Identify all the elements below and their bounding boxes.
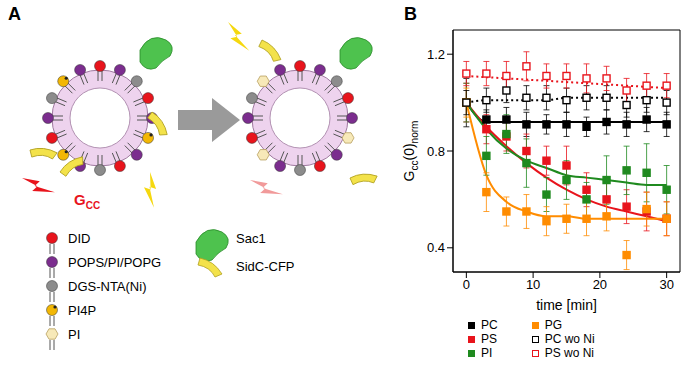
html-text:PS: PS: [481, 332, 497, 346]
svg-text:1.2: 1.2: [427, 47, 445, 62]
html-text:PS wo Ni: PS wo Ni: [544, 346, 594, 360]
html-text:PC wo Ni: PC wo Ni: [544, 332, 595, 346]
svg-text:POPS/PI/POPG: POPS/PI/POPG: [68, 255, 161, 270]
svg-text:PI4P: PI4P: [68, 303, 96, 318]
html-text:PI: PI: [481, 346, 493, 360]
svg-text:DGS-NTA(Ni): DGS-NTA(Ni): [68, 279, 146, 294]
html-text:PG: PG: [544, 318, 562, 332]
svg-text:30: 30: [659, 277, 673, 292]
svg-text:GCC: GCC: [74, 191, 100, 211]
svg-text:SidC-CFP: SidC-CFP: [236, 259, 295, 274]
svg-text:10: 10: [526, 277, 540, 292]
svg-text:0.8: 0.8: [427, 144, 445, 159]
svg-text:B: B: [404, 4, 417, 24]
svg-text:DID: DID: [68, 231, 90, 246]
svg-text:Gcc(0)norm: Gcc(0)norm: [401, 121, 420, 182]
svg-text:PI: PI: [68, 327, 80, 342]
html-text:PC: PC: [481, 318, 498, 332]
svg-text:Sac1: Sac1: [236, 231, 266, 246]
svg-text:0.4: 0.4: [427, 240, 445, 255]
svg-text:0: 0: [463, 277, 470, 292]
svg-text:time [min]: time [min]: [536, 297, 597, 313]
svg-text:A: A: [8, 4, 21, 24]
svg-text:20: 20: [593, 277, 607, 292]
